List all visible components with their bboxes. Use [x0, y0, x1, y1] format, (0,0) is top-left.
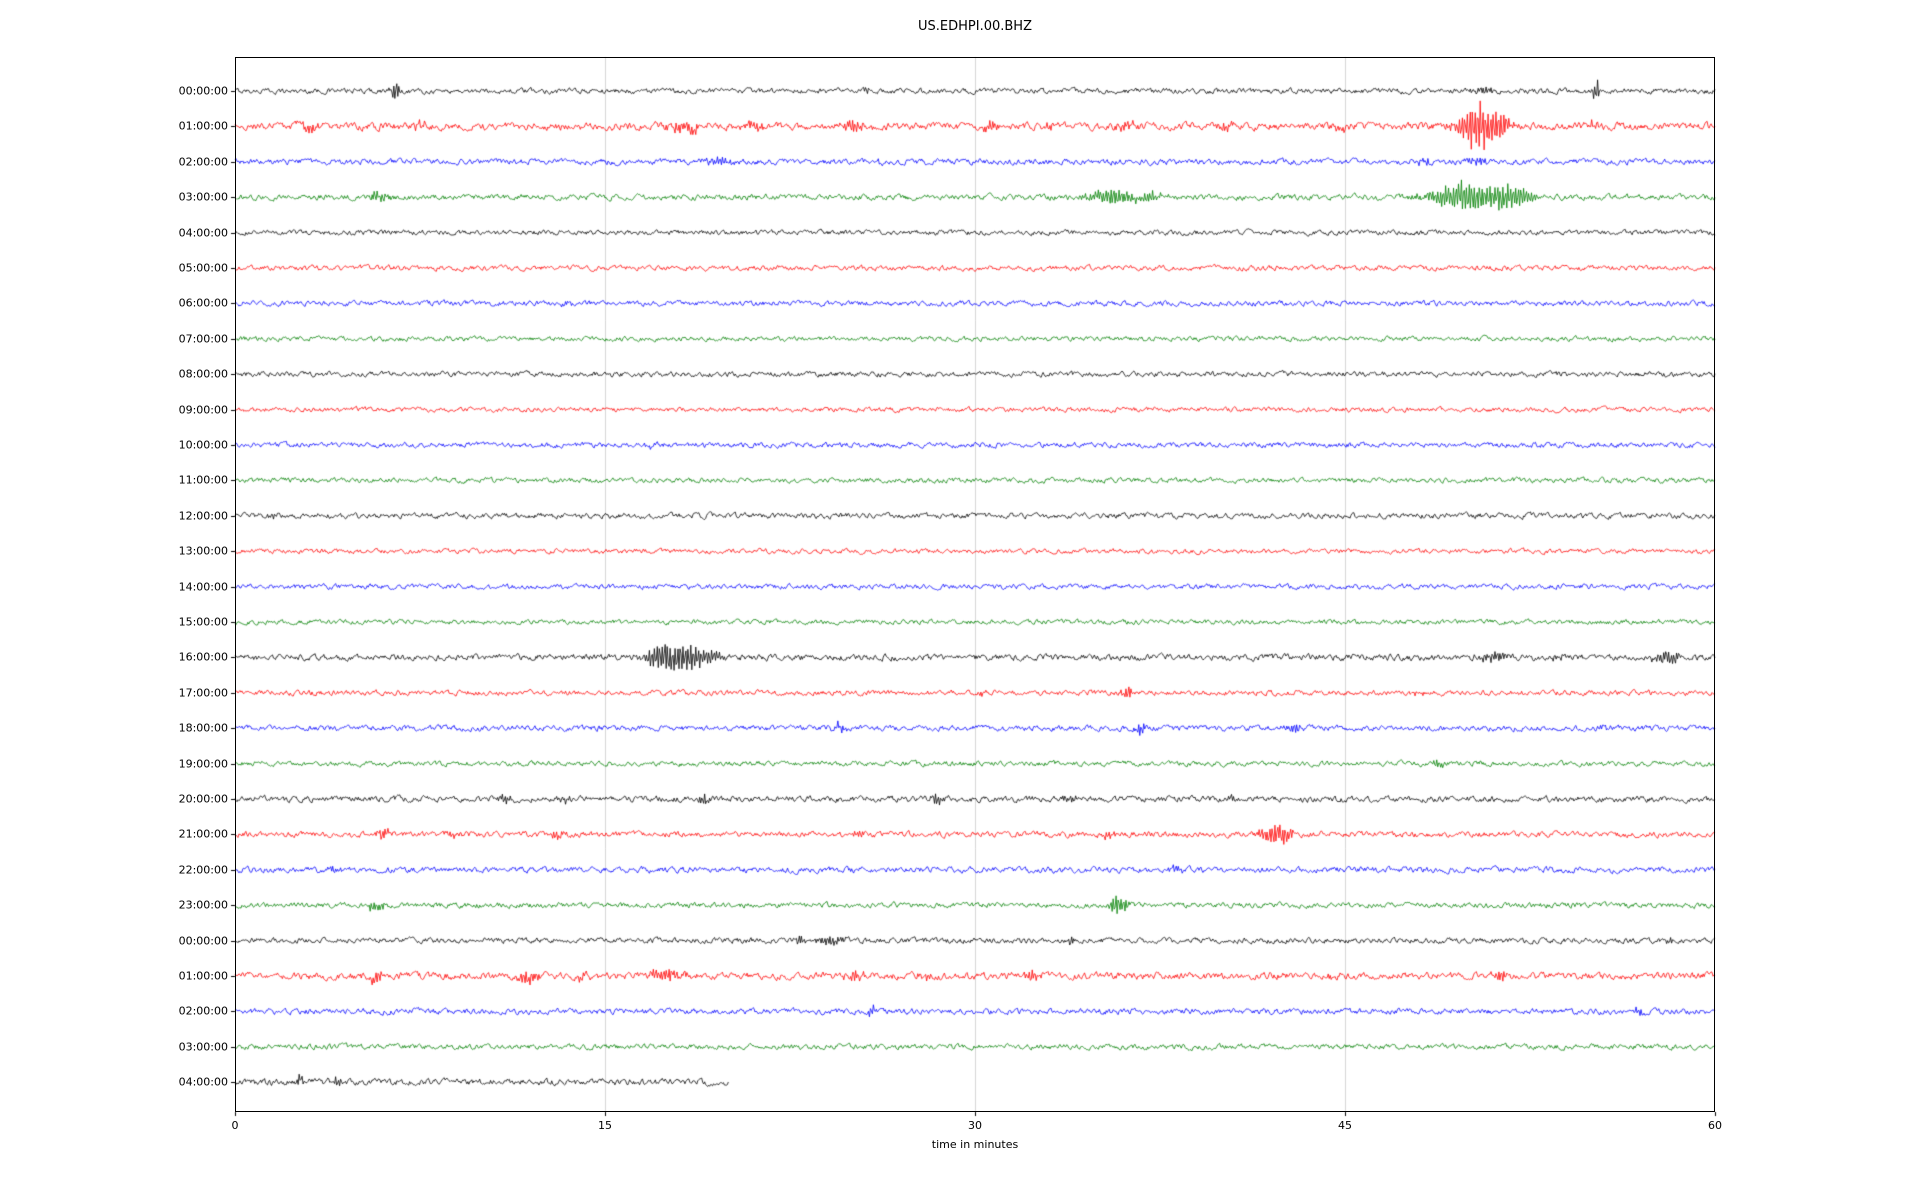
trace-time-label: 14:00:00 — [178, 580, 228, 594]
trace-time-label: 06:00:00 — [178, 296, 228, 310]
trace-time-label: 00:00:00 — [178, 934, 228, 948]
trace-time-label: 23:00:00 — [178, 898, 228, 912]
x-axis-label: time in minutes — [931, 1138, 1019, 1151]
trace-time-label: 08:00:00 — [178, 367, 228, 381]
trace-time-label: 04:00:00 — [178, 1075, 228, 1089]
trace-time-label: 07:00:00 — [178, 332, 228, 346]
trace-time-label: 19:00:00 — [178, 757, 228, 771]
trace-time-label: 11:00:00 — [178, 473, 228, 487]
trace-time-label: 21:00:00 — [178, 827, 228, 841]
trace-time-label: 20:00:00 — [178, 792, 228, 806]
trace-time-label: 03:00:00 — [178, 190, 228, 204]
trace-time-label: 17:00:00 — [178, 686, 228, 700]
trace-time-label: 01:00:00 — [178, 969, 228, 983]
trace-time-label: 16:00:00 — [178, 650, 228, 664]
trace-time-label: 05:00:00 — [178, 261, 228, 275]
x-tick-label: 0 — [231, 1119, 239, 1132]
trace-time-label: 00:00:00 — [178, 84, 228, 98]
x-tick-label: 60 — [1708, 1119, 1722, 1132]
trace-time-label: 10:00:00 — [178, 438, 228, 452]
trace-time-label: 12:00:00 — [178, 509, 228, 523]
x-tick-label: 30 — [968, 1119, 982, 1132]
x-tick-label: 45 — [1338, 1119, 1352, 1132]
plot-axes-border — [235, 57, 1715, 1112]
x-tick-label: 15 — [598, 1119, 612, 1132]
trace-time-label: 04:00:00 — [178, 226, 228, 240]
trace-time-label: 02:00:00 — [178, 1004, 228, 1018]
trace-time-label: 02:00:00 — [178, 155, 228, 169]
trace-time-label: 15:00:00 — [178, 615, 228, 629]
trace-time-label: 22:00:00 — [178, 863, 228, 877]
trace-time-label: 01:00:00 — [178, 119, 228, 133]
trace-time-label: 18:00:00 — [178, 721, 228, 735]
trace-time-label: 13:00:00 — [178, 544, 228, 558]
trace-time-label: 09:00:00 — [178, 403, 228, 417]
trace-time-label: 03:00:00 — [178, 1040, 228, 1054]
y-axis-time-labels: 00:00:00 01:00:00 02:00:00 03:00:00 04:00:00… — [0, 0, 228, 1200]
